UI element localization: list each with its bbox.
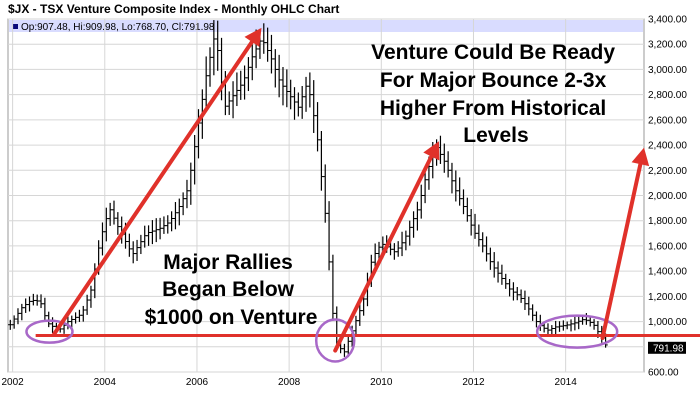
trend-arrow	[600, 147, 650, 340]
trend-arrow	[52, 27, 262, 337]
x-tick-label: 2014	[555, 377, 578, 388]
trend-arrow-shaft	[600, 162, 643, 340]
highlight-ellipse	[535, 314, 619, 349]
last-value-box: 791.98	[648, 341, 686, 354]
y-tick-label: 3,000.00	[648, 65, 687, 76]
highlight-ellipse	[314, 318, 356, 363]
chart-title: $JX - TSX Venture Composite Index - Mont…	[8, 2, 339, 16]
y-tick-label: 1,800.00	[648, 216, 687, 227]
rallies-note: Major Rallies Began Below $1000 on Ventu…	[145, 251, 318, 329]
price-bars	[8, 20, 608, 358]
y-tick-label: 1,400.00	[648, 267, 687, 278]
x-tick-label: 2008	[278, 377, 301, 388]
y-tick-label: 1,200.00	[648, 292, 687, 303]
trend-arrows	[52, 27, 650, 353]
y-tick-label: 2,000.00	[648, 191, 687, 202]
y-tick-label: 2,200.00	[648, 166, 687, 177]
y-tick-label: 1,600.00	[648, 241, 687, 252]
bounce-note-line-2: For Major Bounce 2-3x	[380, 69, 607, 92]
legend-band	[9, 20, 643, 32]
x-tick-label: 2012	[462, 377, 485, 388]
legend-marker	[13, 24, 18, 29]
bounce-note-line-3: Higher From Historical	[380, 97, 606, 120]
x-tick-label: 2002	[1, 377, 24, 388]
y-axis-ticks: 600.00800.001,000.001,200.001,400.001,60…	[648, 15, 687, 379]
highlight-ellipse	[25, 319, 74, 344]
trend-arrow-shaft	[52, 39, 254, 337]
last-value-background	[648, 341, 686, 354]
legend-ohlc-values: Op:907.48, Hi:909.98, Lo:768.70, Cl:791.…	[21, 22, 215, 33]
trend-arrow	[333, 141, 440, 353]
rallies-note-line-3: $1000 on Venture	[145, 306, 318, 329]
y-tick-label: 2,600.00	[648, 115, 687, 126]
highlight-ellipses	[25, 314, 619, 363]
bounce-note-line-4: Levels	[463, 124, 528, 147]
x-axis-ticks: 2002 2004 2006 2008 2010 2012 2014	[1, 377, 577, 388]
bounce-note-line-1: Venture Could Be Ready	[371, 41, 615, 64]
y-tick-label: 2,800.00	[648, 90, 687, 101]
y-tick-label: 1,000.00	[648, 317, 687, 328]
x-tick-label: 2006	[186, 377, 209, 388]
y-tick-label: 3,200.00	[648, 40, 687, 51]
y-tick-label: 2,400.00	[648, 141, 687, 152]
bounce-note: Venture Could Be Ready For Major Bounce …	[371, 41, 621, 147]
trend-arrow-head	[244, 27, 262, 47]
last-value-label: 791.98	[653, 343, 684, 354]
y-tick-label: 3,400.00	[648, 15, 687, 26]
y-tick-label: 600.00	[648, 368, 679, 379]
trend-arrow-shaft	[333, 154, 434, 353]
rallies-note-line-2: Began Below	[162, 278, 295, 301]
trend-arrow-head	[631, 147, 650, 167]
trend-arrow-head	[423, 141, 440, 161]
x-tick-label: 2010	[370, 377, 393, 388]
rallies-note-line-1: Major Rallies	[163, 251, 293, 274]
x-tick-label: 2004	[94, 377, 117, 388]
